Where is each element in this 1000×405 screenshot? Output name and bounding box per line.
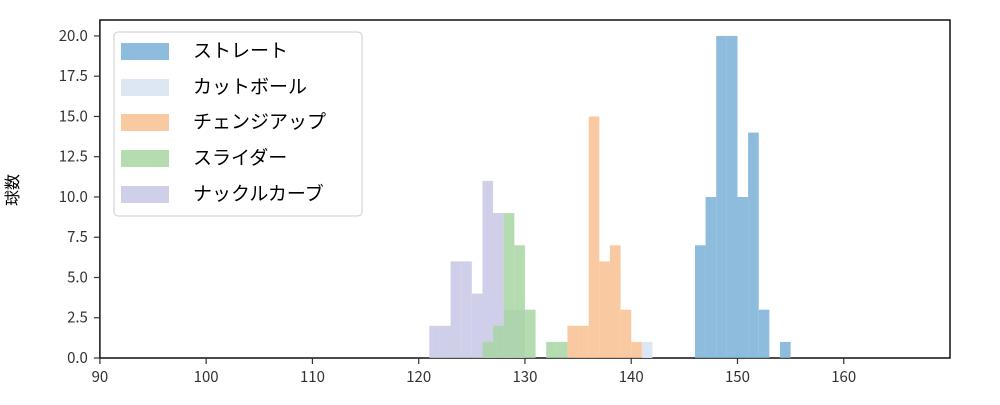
svg-text:15.0: 15.0 bbox=[59, 105, 88, 126]
svg-text:ナックルカーブ: ナックルカーブ bbox=[193, 179, 324, 206]
svg-text:カットボール: カットボール bbox=[193, 72, 307, 99]
svg-text:0.0: 0.0 bbox=[67, 347, 88, 368]
svg-text:130: 130 bbox=[512, 366, 537, 387]
svg-text:2.5: 2.5 bbox=[67, 307, 88, 328]
svg-text:12.5: 12.5 bbox=[59, 146, 88, 167]
svg-text:100: 100 bbox=[194, 366, 219, 387]
svg-text:160: 160 bbox=[831, 366, 856, 387]
svg-text:球数: 球数 bbox=[0, 174, 23, 206]
svg-text:チェンジアップ: チェンジアップ bbox=[193, 107, 326, 134]
svg-text:スライダー: スライダー bbox=[193, 143, 287, 170]
svg-text:150: 150 bbox=[725, 366, 750, 387]
svg-text:7.5: 7.5 bbox=[67, 226, 88, 247]
svg-text:140: 140 bbox=[619, 366, 644, 387]
svg-text:20.0: 20.0 bbox=[59, 25, 88, 46]
svg-text:120: 120 bbox=[406, 366, 431, 387]
svg-text:90: 90 bbox=[92, 366, 109, 387]
svg-text:10.0: 10.0 bbox=[59, 186, 88, 207]
svg-text:110: 110 bbox=[300, 366, 325, 387]
svg-text:ストレート: ストレート bbox=[193, 36, 288, 63]
svg-text:17.5: 17.5 bbox=[59, 65, 88, 86]
svg-text:5.0: 5.0 bbox=[67, 266, 88, 287]
